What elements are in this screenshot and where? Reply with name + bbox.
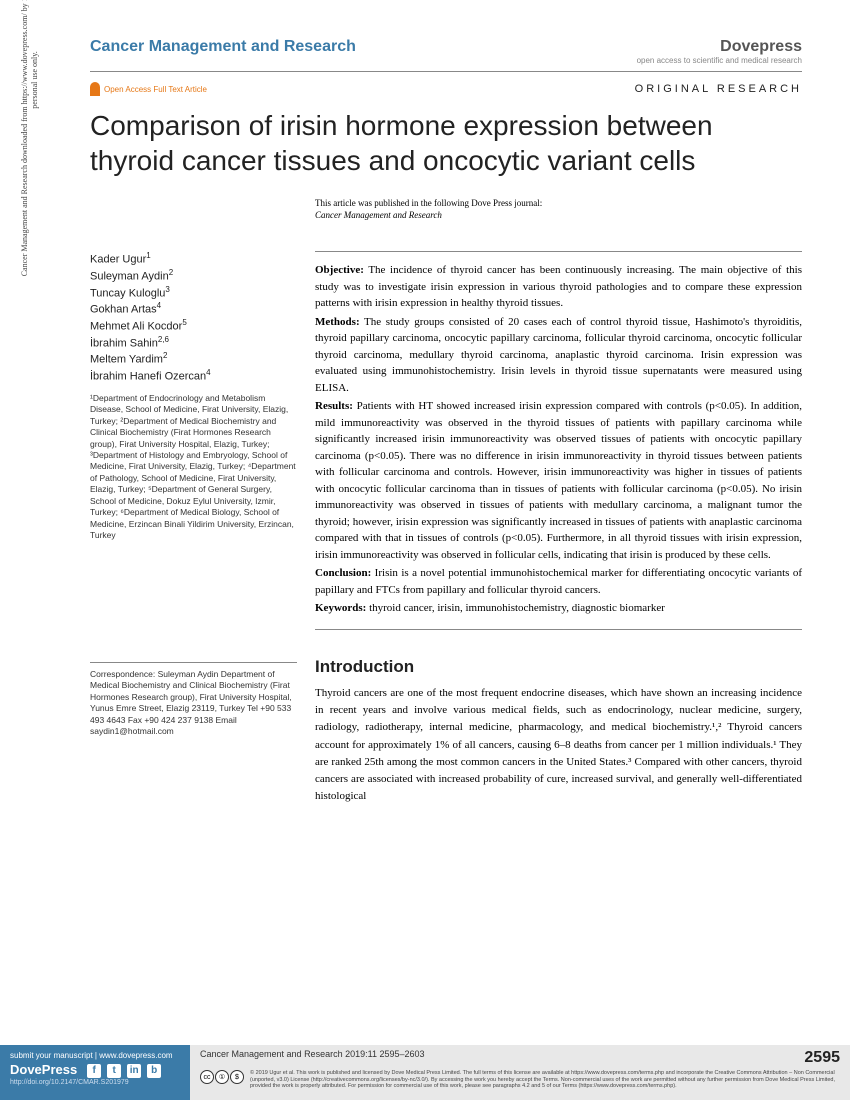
author-name: Meltem Yardim2 <box>90 351 297 366</box>
intro-heading: Introduction <box>315 654 802 680</box>
linkedin-icon[interactable]: in <box>127 1064 141 1078</box>
journal-name: Cancer Management and Research <box>90 38 356 56</box>
results-text: Patients with HT showed increased irisin… <box>315 400 802 561</box>
facebook-icon[interactable]: f <box>87 1064 101 1078</box>
page-header: Cancer Management and Research Dovepress… <box>90 38 802 72</box>
footer-right: Cancer Management and Research 2019:11 2… <box>190 1045 850 1100</box>
correspondence: Correspondence: Suleyman Aydin Departmen… <box>90 662 297 738</box>
keywords-text: thyroid cancer, irisin, immunohistochemi… <box>366 602 665 614</box>
author-name: Gokhan Artas4 <box>90 301 297 316</box>
open-access-badge: Open Access Full Text Article <box>90 82 207 96</box>
methods-label: Methods: <box>315 316 360 328</box>
article-title: Comparison of irisin hormone expression … <box>90 108 802 178</box>
right-column: Objective: The incidence of thyroid canc… <box>315 251 802 804</box>
publisher-name: Dovepress <box>637 38 802 56</box>
page-footer: submit your manuscript | www.dovepress.c… <box>0 1045 850 1100</box>
pub-note-line2: Cancer Management and Research <box>315 210 802 222</box>
pub-note-line1: This article was published in the follow… <box>315 198 802 210</box>
copyright-text: © 2019 Ugur et al. This work is publishe… <box>250 1070 840 1090</box>
authors-list: Kader Ugur1 Suleyman Aydin2 Tuncay Kuloglu… <box>90 251 297 382</box>
social-icons: f t in b <box>87 1064 161 1078</box>
objective-text: The incidence of thyroid cancer has been… <box>315 264 802 309</box>
lock-open-icon <box>90 82 100 96</box>
author-name: Kader Ugur1 <box>90 251 297 266</box>
methods-text: The study groups consisted of 20 cases e… <box>315 316 802 394</box>
nc-icon: $ <box>230 1070 244 1084</box>
vertical-citation: Cancer Management and Research downloade… <box>20 0 41 280</box>
blog-icon[interactable]: b <box>147 1064 161 1078</box>
footer-left: submit your manuscript | www.dovepress.c… <box>0 1045 190 1100</box>
abstract: Objective: The incidence of thyroid canc… <box>315 251 802 630</box>
publisher-block: Dovepress open access to scientific and … <box>637 38 802 65</box>
author-name: Suleyman Aydin2 <box>90 268 297 283</box>
author-name: İbrahim Sahin2,6 <box>90 335 297 350</box>
article-type: ORIGINAL RESEARCH <box>635 83 802 95</box>
by-icon: ① <box>215 1070 229 1084</box>
twitter-icon[interactable]: t <box>107 1064 121 1078</box>
author-name: Mehmet Ali Kocdor5 <box>90 318 297 333</box>
submit-link[interactable]: submit your manuscript | www.dovepress.c… <box>10 1051 180 1060</box>
conclusion-text: Irisin is a novel potential immunohistoc… <box>315 567 802 596</box>
intro-text: Thyroid cancers are one of the most freq… <box>315 685 802 804</box>
open-access-label: Open Access Full Text Article <box>104 85 207 94</box>
publisher-tagline: open access to scientific and medical re… <box>637 56 802 65</box>
results-label: Results: <box>315 400 353 412</box>
cc-icon: cc <box>200 1070 214 1084</box>
footer-brand: DovePress <box>10 1062 77 1077</box>
affiliations: ¹Department of Endocrinology and Metabol… <box>90 393 297 542</box>
author-name: İbrahim Hanefi Ozercan4 <box>90 368 297 383</box>
keywords-label: Keywords: <box>315 602 366 614</box>
page-number: 2595 <box>804 1049 840 1067</box>
objective-label: Objective: <box>315 264 364 276</box>
left-column: Kader Ugur1 Suleyman Aydin2 Tuncay Kuloglu… <box>90 251 297 804</box>
article-meta-row: Open Access Full Text Article ORIGINAL R… <box>90 82 802 96</box>
cc-badge: cc ① $ <box>200 1070 244 1084</box>
author-name: Tuncay Kuloglu3 <box>90 285 297 300</box>
conclusion-label: Conclusion: <box>315 567 371 579</box>
publication-note: This article was published in the follow… <box>315 198 802 221</box>
footer-citation: Cancer Management and Research 2019:11 2… <box>200 1049 425 1067</box>
doi-link[interactable]: http://doi.org/10.2147/CMAR.S201979 <box>10 1079 180 1086</box>
